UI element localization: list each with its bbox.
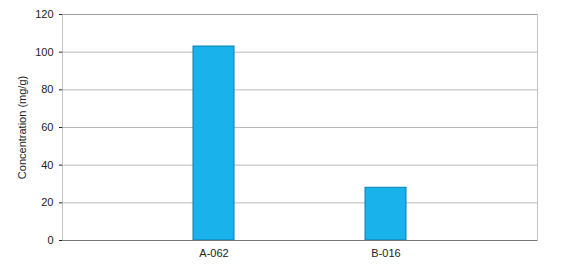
svg-text:Concentration (mg/g): Concentration (mg/g): [16, 76, 28, 179]
svg-text:120: 120: [35, 8, 53, 20]
svg-text:60: 60: [41, 121, 53, 133]
svg-text:40: 40: [41, 159, 53, 171]
svg-text:A-062: A-062: [199, 247, 228, 259]
svg-text:80: 80: [41, 83, 53, 95]
svg-text:0: 0: [47, 234, 53, 246]
svg-text:20: 20: [41, 196, 53, 208]
svg-text:B-016: B-016: [371, 247, 400, 259]
svg-text:100: 100: [35, 46, 53, 58]
